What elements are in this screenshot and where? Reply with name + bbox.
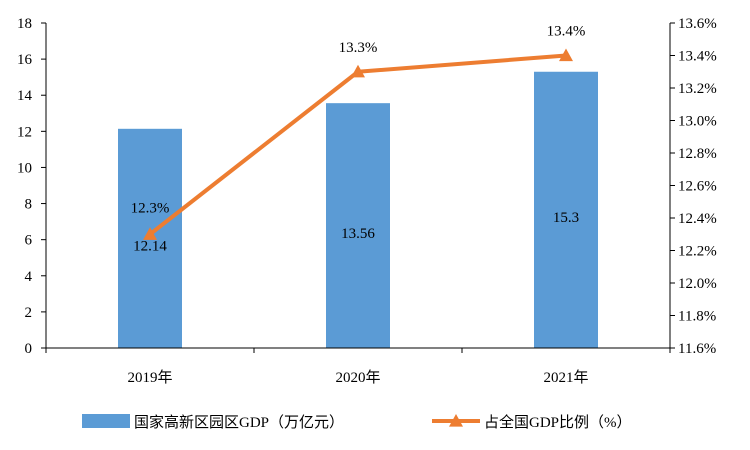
right-tick-label: 13.4% — [678, 49, 717, 65]
bar-data-labels: 12.14 13.56 15.3 — [133, 210, 579, 255]
line-marker-2020 — [351, 64, 365, 78]
right-tick-label: 12.6% — [678, 179, 717, 195]
legend-label-bar: 国家高新区园区GDP（万亿元） — [134, 414, 344, 431]
bar-2021 — [534, 71, 598, 348]
x-category-label: 2019年 — [127, 369, 172, 386]
legend-marker-triangle — [449, 414, 463, 427]
bar-2020 — [326, 103, 390, 349]
right-tick-label: 12.2% — [678, 244, 717, 260]
bar-data-label: 12.14 — [133, 239, 167, 255]
left-tick-label: 14 — [17, 88, 33, 104]
left-tick-label: 8 — [25, 197, 33, 213]
right-tick-label: 11.6% — [678, 341, 716, 357]
right-tick-label: 13.0% — [678, 114, 717, 130]
line-data-label: 12.3% — [131, 200, 170, 216]
left-tick-label: 4 — [25, 269, 33, 285]
left-tick-label: 0 — [25, 341, 33, 357]
axes: 0 2 4 6 8 10 12 14 16 18 11.6% 11.8% 12.0% 12.2% 12.4%… — [17, 16, 717, 386]
bar-data-label: 15.3 — [553, 210, 579, 226]
legend-label-line: 占全国GDP比例（%） — [484, 413, 632, 431]
bar-data-label: 13.56 — [341, 226, 375, 242]
left-tick-label: 18 — [17, 16, 32, 32]
left-tick-label: 2 — [25, 305, 33, 321]
line-data-label: 13.3% — [339, 40, 378, 56]
right-tick-label: 12.8% — [678, 146, 717, 162]
x-category-label: 2020年 — [335, 369, 380, 386]
left-tick-label: 16 — [17, 52, 33, 68]
line-data-label: 13.4% — [547, 24, 586, 40]
bar-series — [118, 71, 598, 349]
right-tick-label: 11.8% — [678, 309, 716, 325]
legend-swatch-bar — [82, 414, 130, 428]
line-marker-2019 — [143, 227, 157, 240]
legend: 国家高新区园区GDP（万亿元） 占全国GDP比例（%） — [82, 413, 632, 431]
line-series: 12.3% 13.3% 13.4% — [131, 24, 586, 240]
right-tick-label: 13.6% — [678, 16, 717, 32]
right-tick-label: 12.4% — [678, 211, 717, 227]
right-tick-label: 13.2% — [678, 81, 717, 97]
line-marker-2021 — [559, 48, 573, 62]
left-tick-label: 10 — [17, 160, 32, 176]
right-tick-label: 12.0% — [678, 276, 717, 292]
left-tick-label: 12 — [17, 124, 32, 140]
x-category-label: 2021年 — [543, 369, 588, 386]
left-tick-label: 6 — [25, 233, 33, 249]
